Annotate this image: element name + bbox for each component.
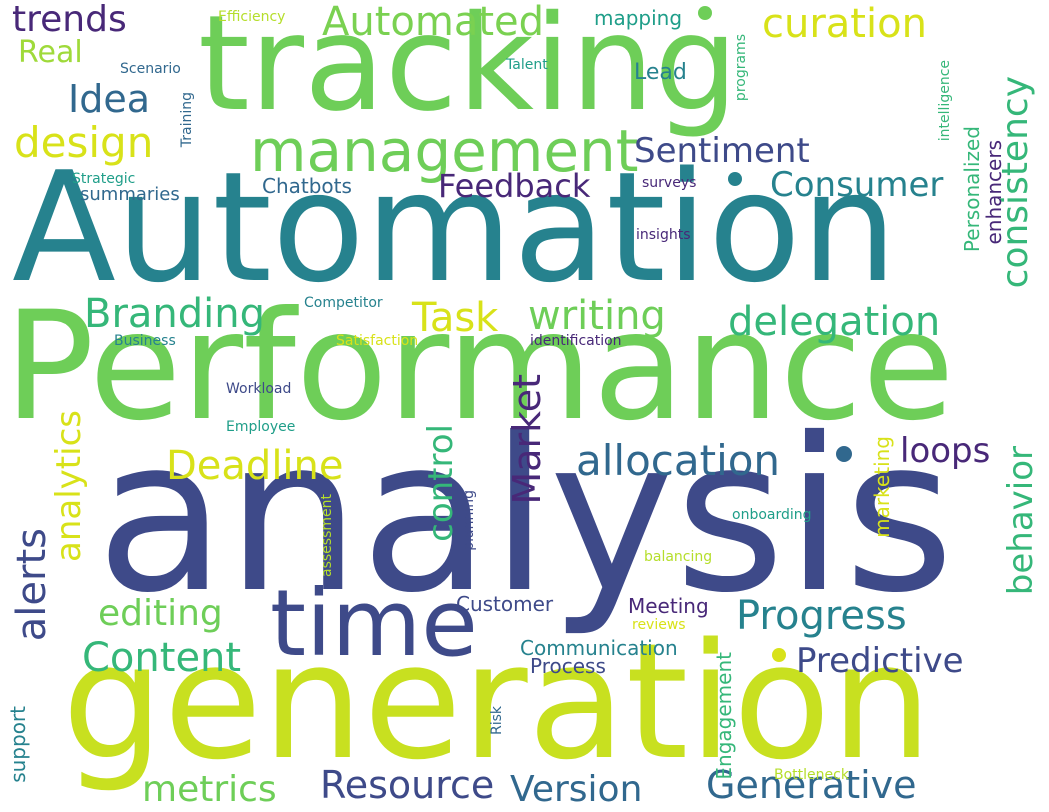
word-business: Business	[114, 333, 176, 349]
word-talent: Talent	[506, 57, 548, 73]
word-predictive: Predictive	[796, 641, 964, 681]
word-generation: generation	[62, 608, 933, 795]
word-surveys: surveys	[642, 175, 697, 191]
word-analysis: analysis	[96, 392, 955, 639]
word-automated: Automated	[322, 0, 545, 45]
word-allocation: allocation	[576, 436, 781, 485]
word-personalized: Personalized	[960, 126, 984, 253]
word-time: time	[270, 570, 478, 677]
word-reviews: reviews	[632, 617, 686, 633]
word-automation: Automation	[12, 139, 898, 316]
dot	[698, 6, 712, 20]
word-assessment: assessment	[319, 494, 335, 577]
word-idea: Idea	[68, 77, 150, 121]
word-summaries: summaries	[80, 184, 180, 205]
word-insights: insights	[636, 227, 691, 243]
word-risk: Risk	[489, 706, 505, 736]
word-performance: Performance	[4, 280, 955, 454]
word-behavior: behavior	[1001, 446, 1041, 596]
word-tracking: tracking	[198, 0, 739, 141]
word-management: management	[250, 117, 639, 185]
dot	[772, 648, 786, 662]
word-satisfaction: Satisfaction	[336, 333, 419, 349]
word-strategic: Strategic	[72, 171, 136, 187]
word-mapping: mapping	[594, 6, 683, 30]
word-training: Training	[179, 92, 195, 148]
word-communication: Communication	[520, 636, 678, 660]
word-resource: Resource	[320, 763, 495, 807]
word-version: Version	[510, 769, 643, 810]
word-planning: planning	[461, 490, 477, 551]
word-sentiment: Sentiment	[634, 131, 810, 171]
word-workload: Workload	[226, 381, 292, 397]
word-intelligence: intelligence	[937, 60, 953, 142]
word-consumer: Consumer	[770, 165, 944, 205]
word-generative: Generative	[706, 763, 917, 807]
word-market: Market	[505, 374, 549, 505]
word-onboarding: onboarding	[732, 507, 812, 523]
word-enhancers: enhancers	[982, 140, 1006, 245]
word-real: Real	[18, 35, 83, 70]
word-feedback: Feedback	[438, 167, 591, 205]
word-chatbots: Chatbots	[262, 174, 352, 198]
word-loops: loops	[900, 431, 991, 471]
word-support: support	[6, 706, 30, 783]
word-analytics: analytics	[49, 410, 89, 562]
word-writing: writing	[528, 293, 666, 339]
word-programs: programs	[733, 34, 749, 102]
word-metrics: metrics	[142, 769, 277, 810]
word-progress: Progress	[736, 593, 907, 639]
word-lead: Lead	[634, 60, 687, 85]
word-engagement: Engagement	[712, 652, 736, 780]
word-task: Task	[412, 295, 499, 341]
dot	[728, 172, 742, 186]
word-trends: trends	[12, 0, 127, 40]
word-employee: Employee	[226, 419, 296, 435]
word-content: Content	[82, 635, 242, 681]
word-branding: Branding	[84, 291, 265, 337]
word-editing: editing	[98, 593, 223, 634]
word-competitor: Competitor	[304, 295, 383, 311]
word-marketing: marketing	[870, 436, 894, 538]
word-efficiency: Efficiency	[218, 9, 286, 25]
word-scenario: Scenario	[120, 61, 181, 77]
word-customer: Customer	[456, 592, 554, 616]
word-bottleneck: Bottleneck	[774, 767, 849, 783]
word-deadline: Deadline	[166, 443, 344, 489]
word-control: control	[421, 424, 461, 542]
dot	[836, 446, 852, 462]
word-identification: identification	[530, 333, 622, 349]
word-meeting: Meeting	[628, 594, 709, 618]
word-process: Process	[530, 654, 606, 678]
word-design: design	[14, 118, 154, 167]
word-delegation: delegation	[728, 299, 941, 345]
word-curation: curation	[762, 1, 927, 47]
word-alerts: alerts	[9, 528, 55, 642]
word-balancing: balancing	[644, 549, 713, 565]
